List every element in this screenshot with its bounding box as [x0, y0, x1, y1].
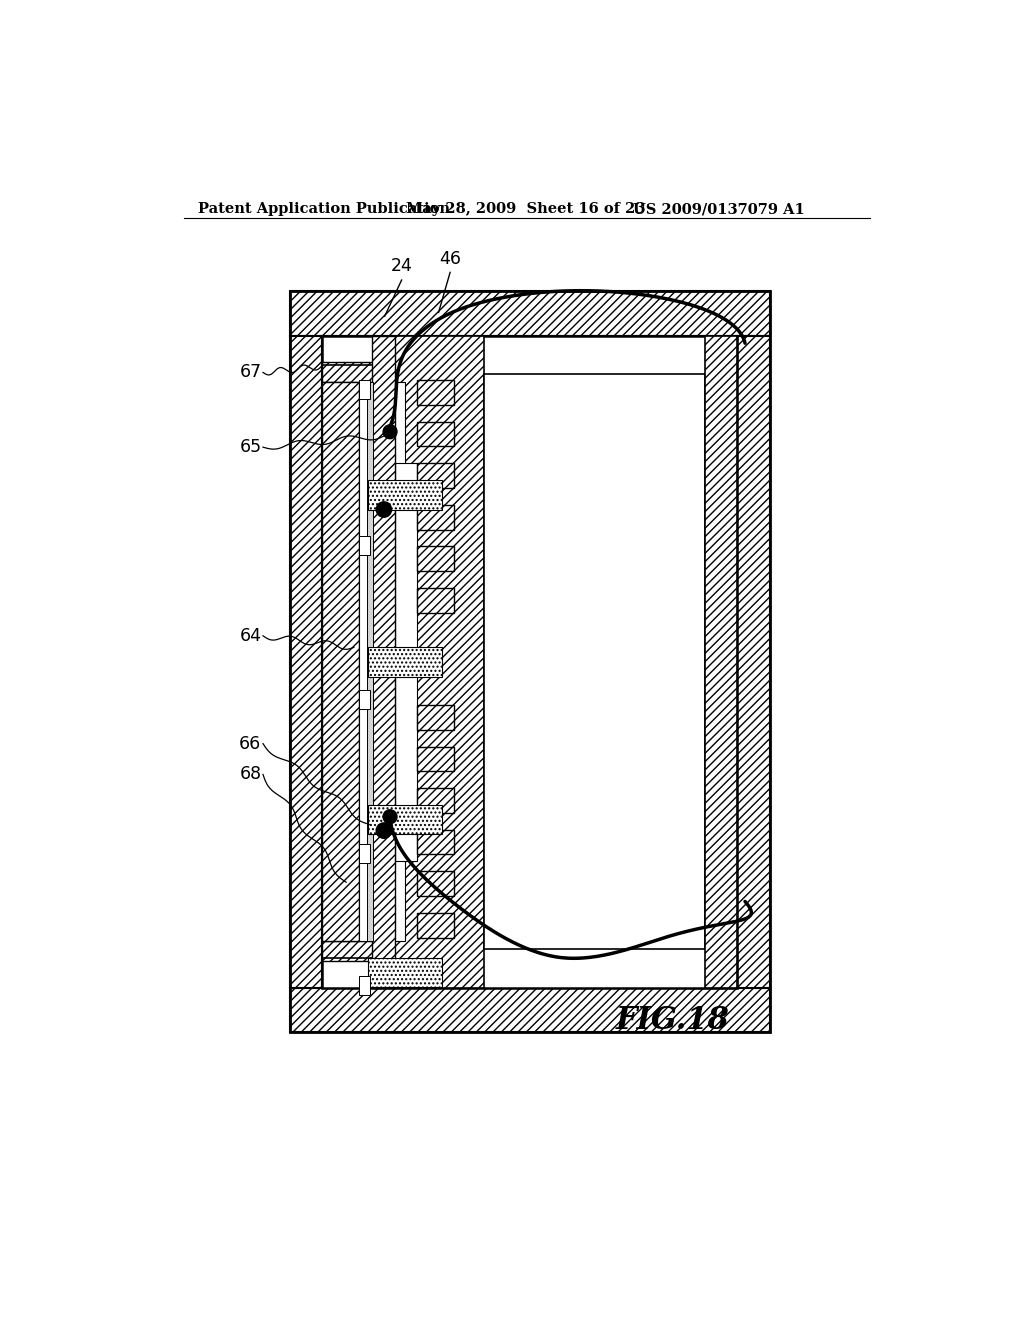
Bar	[417, 546, 454, 572]
Bar	[359, 689, 370, 709]
Bar	[691, 945, 737, 987]
Bar	[290, 290, 770, 335]
Bar	[359, 843, 370, 863]
Bar	[359, 381, 406, 941]
Bar	[323, 363, 406, 381]
Bar	[417, 506, 454, 529]
Bar	[484, 374, 705, 949]
Circle shape	[383, 810, 397, 824]
Text: US 2009/0137079 A1: US 2009/0137079 A1	[633, 202, 804, 216]
Bar	[367, 381, 373, 941]
Circle shape	[376, 822, 391, 838]
Bar	[290, 335, 323, 987]
Bar	[359, 380, 370, 400]
Bar	[417, 380, 454, 405]
Text: 46: 46	[439, 249, 461, 268]
Bar	[395, 335, 484, 987]
Bar	[691, 335, 737, 378]
Bar	[323, 364, 395, 958]
Bar	[323, 335, 737, 987]
Text: 24: 24	[391, 257, 413, 276]
Bar	[369, 647, 441, 677]
Text: Patent Application Publication: Patent Application Publication	[199, 202, 451, 216]
Bar	[369, 958, 441, 987]
Circle shape	[376, 502, 391, 517]
Bar	[323, 941, 406, 961]
Bar	[290, 290, 770, 1032]
Bar	[359, 977, 370, 995]
Bar	[395, 462, 417, 861]
Text: 65: 65	[240, 438, 261, 457]
Bar	[323, 335, 737, 987]
Text: FIG.18: FIG.18	[615, 1006, 729, 1036]
Bar	[417, 747, 454, 771]
Bar	[369, 805, 441, 834]
Bar	[359, 536, 370, 554]
Bar	[417, 705, 454, 730]
Bar	[290, 987, 770, 1032]
Bar	[417, 913, 454, 937]
Text: 68: 68	[240, 766, 261, 783]
Text: May 28, 2009  Sheet 16 of 23: May 28, 2009 Sheet 16 of 23	[407, 202, 646, 216]
Bar	[417, 589, 454, 612]
Text: 66: 66	[240, 735, 261, 752]
Bar	[737, 335, 770, 987]
Bar	[323, 364, 395, 958]
Circle shape	[383, 425, 397, 438]
Bar	[323, 388, 380, 936]
Text: 67: 67	[240, 363, 261, 381]
Bar	[373, 335, 395, 987]
Text: 64: 64	[240, 627, 261, 644]
Bar	[417, 422, 454, 446]
Bar	[323, 381, 359, 941]
Bar	[417, 871, 454, 896]
Bar	[705, 335, 737, 987]
Bar	[417, 830, 454, 854]
Bar	[417, 788, 454, 813]
Bar	[369, 480, 441, 510]
Bar	[417, 463, 454, 488]
